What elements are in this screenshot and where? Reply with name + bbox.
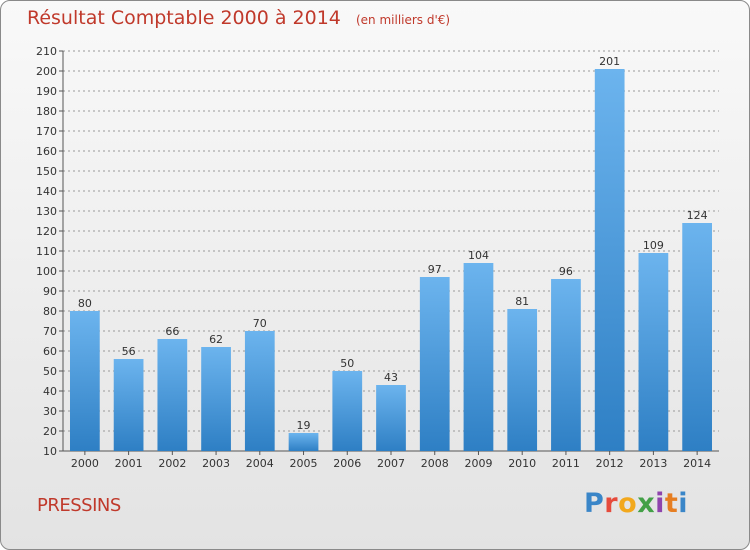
y-tick-label: 160 xyxy=(36,145,57,158)
bar-2002[interactable] xyxy=(157,339,188,451)
bar-2005[interactable] xyxy=(288,433,319,451)
bar-2013[interactable] xyxy=(638,253,669,451)
logo-letter: t xyxy=(664,488,679,519)
bars: 80 56 66 62 70 19 50 43 97 104 81 96 201 109 124 xyxy=(69,55,713,451)
x-tick-label: 2000 xyxy=(71,457,99,470)
x-tick-label: 2004 xyxy=(246,457,274,470)
x-tick-label: 2001 xyxy=(115,457,143,470)
x-tick-label: 2006 xyxy=(333,457,361,470)
y-tick-label: 200 xyxy=(36,65,57,78)
bar-2010[interactable] xyxy=(507,309,538,451)
logo-letter: i xyxy=(678,488,689,519)
bar-2004[interactable] xyxy=(244,331,275,451)
y-tick-label: 20 xyxy=(43,425,57,438)
chart-title-main: Résultat Comptable 2000 à 2014 xyxy=(27,7,341,29)
x-tick-label: 2009 xyxy=(464,457,492,470)
x-tick-label: 2012 xyxy=(596,457,624,470)
bar-value-label: 96 xyxy=(559,265,573,278)
chart-title-unit: (en milliers d'€) xyxy=(355,13,451,27)
logo-letter: x xyxy=(637,488,656,519)
bar-2007[interactable] xyxy=(376,385,406,451)
y-tick-label: 150 xyxy=(36,165,57,178)
chart-title: Résultat Comptable 2000 à 2014 (en milli… xyxy=(27,7,450,29)
bar-2003[interactable] xyxy=(201,347,231,451)
bar-value-label: 201 xyxy=(599,55,620,68)
bar-value-label: 81 xyxy=(515,295,529,308)
bar-value-label: 124 xyxy=(687,209,708,222)
bar-value-label: 50 xyxy=(340,357,354,370)
logo-letter: r xyxy=(604,488,619,519)
bar-value-label: 43 xyxy=(384,371,398,384)
bar-value-label: 70 xyxy=(253,317,267,330)
bar-2012[interactable] xyxy=(594,69,625,451)
proxiti-logo[interactable]: Proxiti xyxy=(584,488,688,519)
bar-2008[interactable] xyxy=(419,277,450,451)
y-tick-label: 140 xyxy=(36,185,57,198)
y-tick-label: 210 xyxy=(36,45,57,58)
x-tick-label: 2011 xyxy=(552,457,580,470)
x-tick-label: 2010 xyxy=(508,457,536,470)
bar-value-label: 62 xyxy=(209,333,223,346)
bar-value-label: 104 xyxy=(468,249,489,262)
y-tick-label: 60 xyxy=(43,345,57,358)
y-tick-label: 30 xyxy=(43,405,57,418)
bar-value-label: 56 xyxy=(122,345,136,358)
y-tick-label: 50 xyxy=(43,365,57,378)
bar-value-label: 109 xyxy=(643,239,664,252)
x-tick-label: 2003 xyxy=(202,457,230,470)
x-tick-label: 2007 xyxy=(377,457,405,470)
y-tick-label: 190 xyxy=(36,85,57,98)
x-tick-label: 2008 xyxy=(421,457,449,470)
logo-letter: P xyxy=(584,488,605,519)
bar-2006[interactable] xyxy=(332,371,363,451)
bar-2009[interactable] xyxy=(463,263,494,451)
bar-2000[interactable] xyxy=(69,311,100,451)
bar-2011[interactable] xyxy=(551,279,581,451)
bar-value-label: 19 xyxy=(297,419,311,432)
y-tick-label: 130 xyxy=(36,205,57,218)
y-tick-label: 10 xyxy=(43,445,57,458)
logo-letter: o xyxy=(618,488,638,519)
y-tick-label: 120 xyxy=(36,225,57,238)
y-tick-label: 70 xyxy=(43,325,57,338)
y-tick-label: 180 xyxy=(36,105,57,118)
y-tick-label: 170 xyxy=(36,125,57,138)
commune-name: PRESSINS xyxy=(37,495,121,516)
x-tick-label: 2005 xyxy=(290,457,318,470)
bar-2001[interactable] xyxy=(113,359,144,451)
logo-letter: i xyxy=(655,488,665,519)
x-tick-label: 2013 xyxy=(639,457,667,470)
y-tick-label: 90 xyxy=(43,285,57,298)
y-tick-label: 40 xyxy=(43,385,57,398)
y-tick-label: 80 xyxy=(43,305,57,318)
x-tick-label: 2014 xyxy=(683,457,711,470)
x-axis-labels: 2000 2001 2002 2003 2004 2005 2006 2007 2008 2009… xyxy=(71,451,711,470)
y-tick-label: 110 xyxy=(36,245,57,258)
y-tick-label: 100 xyxy=(36,265,57,278)
bar-value-label: 97 xyxy=(428,263,442,276)
x-tick-label: 2002 xyxy=(158,457,186,470)
bar-value-label: 66 xyxy=(165,325,179,338)
bar-value-label: 80 xyxy=(78,297,92,310)
bar-2014[interactable] xyxy=(682,223,713,451)
